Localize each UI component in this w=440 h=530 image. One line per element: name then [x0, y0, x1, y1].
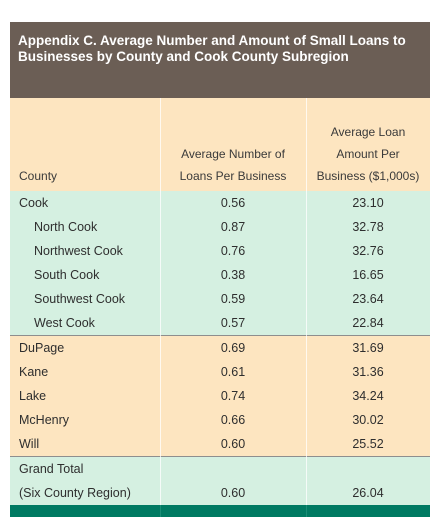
row-avg-number: 0.59 [220, 292, 246, 306]
row-county: West Cook [34, 316, 95, 330]
table-row: Lake 0.74 34.24 [10, 384, 430, 408]
header-county: County [19, 169, 58, 183]
grand-total-label-row: Grand Total [10, 457, 430, 481]
header-avg-amount-line2: Amount Per [336, 147, 400, 161]
header-avg-number-line2: Loans Per Business [179, 169, 287, 183]
column-divider [306, 505, 307, 517]
header-avg-number-line1: Average Number of [181, 147, 285, 161]
row-avg-amount: 23.64 [352, 292, 384, 306]
table-row: Cook 0.56 23.10 [10, 191, 430, 215]
table-header: County Average Number of Loans Per Busin… [10, 98, 430, 191]
table-title: Appendix C. Average Number and Amount of… [18, 33, 406, 64]
grand-total-avg-number: 0.60 [220, 486, 246, 500]
column-divider [306, 98, 307, 505]
loans-table: Appendix C. Average Number and Amount of… [10, 22, 430, 517]
grand-total-sublabel: (Six County Region) [19, 486, 131, 500]
table-row: South Cook 0.38 16.65 [10, 263, 430, 287]
row-avg-amount: 31.36 [352, 365, 384, 379]
column-divider [160, 98, 161, 505]
row-avg-number: 0.69 [220, 341, 246, 355]
table-row: McHenry 0.66 30.02 [10, 408, 430, 432]
row-avg-number: 0.66 [220, 413, 246, 427]
row-avg-amount: 32.78 [352, 220, 384, 234]
grand-total-label: Grand Total [19, 462, 84, 476]
row-county: McHenry [19, 413, 70, 427]
header-avg-amount-line1: Average Loan [330, 125, 406, 139]
row-county: DuPage [19, 341, 65, 355]
row-avg-amount: 25.52 [352, 437, 384, 451]
row-divider [10, 335, 430, 336]
row-avg-amount: 22.84 [352, 316, 384, 330]
header-avg-amount: Average Loan Amount Per Business ($1,000… [306, 121, 430, 187]
table-row: Northwest Cook 0.76 32.76 [10, 239, 430, 263]
row-county: Kane [19, 365, 49, 379]
row-county: Will [19, 437, 40, 451]
row-avg-amount: 30.02 [352, 413, 384, 427]
column-divider [160, 505, 161, 517]
row-county: North Cook [34, 220, 98, 234]
table-row: Kane 0.61 31.36 [10, 360, 430, 384]
grand-total-avg-amount: 26.04 [352, 486, 384, 500]
row-county: South Cook [34, 268, 100, 282]
row-county: Cook [19, 196, 49, 210]
row-divider [10, 456, 430, 457]
row-avg-amount: 32.76 [352, 244, 384, 258]
row-avg-number: 0.74 [220, 389, 246, 403]
grand-total-row: (Six County Region) 0.60 26.04 [10, 481, 430, 505]
table-row: Southwest Cook 0.59 23.64 [10, 287, 430, 311]
row-avg-number: 0.57 [220, 316, 246, 330]
row-avg-amount: 23.10 [352, 196, 384, 210]
table-footer-bar [10, 505, 430, 517]
table-row: Will 0.60 25.52 [10, 432, 430, 456]
row-county: Lake [19, 389, 47, 403]
table-row: DuPage 0.69 31.69 [10, 336, 430, 360]
row-county: Southwest Cook [34, 292, 126, 306]
header-avg-amount-line3: Business ($1,000s) [316, 169, 420, 183]
table-title-bar: Appendix C. Average Number and Amount of… [10, 22, 430, 98]
table-row: West Cook 0.57 22.84 [10, 311, 430, 335]
header-avg-number: Average Number of Loans Per Business [160, 143, 306, 187]
row-avg-number: 0.61 [220, 365, 246, 379]
row-avg-amount: 16.65 [352, 268, 384, 282]
row-avg-amount: 31.69 [352, 341, 384, 355]
table-row: North Cook 0.87 32.78 [10, 215, 430, 239]
row-avg-number: 0.87 [220, 220, 246, 234]
row-avg-number: 0.76 [220, 244, 246, 258]
row-county: Northwest Cook [34, 244, 123, 258]
row-avg-number: 0.38 [220, 268, 246, 282]
row-avg-number: 0.56 [220, 196, 246, 210]
row-avg-amount: 34.24 [352, 389, 384, 403]
row-avg-number: 0.60 [220, 437, 246, 451]
